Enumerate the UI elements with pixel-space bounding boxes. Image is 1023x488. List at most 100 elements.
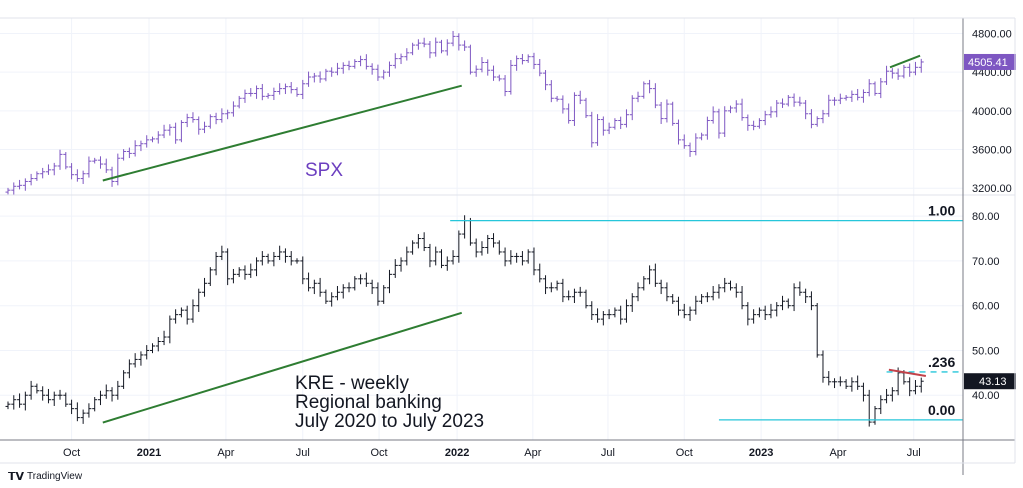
ohlc-bar	[456, 230, 462, 263]
tradingview-watermark[interactable]: 𝗧𝗩 TradingView	[8, 470, 82, 483]
ohlc-bar	[629, 293, 635, 312]
ohlc-bar	[300, 79, 306, 100]
ohlc-bar	[196, 288, 202, 312]
ohlc-bar	[392, 259, 398, 278]
ohlc-bar	[525, 54, 531, 63]
ohlc-bar	[768, 303, 774, 319]
ohlc-bar	[473, 238, 479, 258]
ohlc-bar	[762, 305, 768, 321]
last-price-value: 4505.41	[968, 57, 1008, 69]
ohlc-bar	[69, 399, 75, 415]
ohlc-bar	[34, 171, 40, 181]
ohlc-bar	[889, 68, 895, 79]
ohlc-bar	[872, 405, 878, 425]
ohlc-bar	[739, 98, 745, 121]
ohlc-bar	[207, 267, 213, 286]
ohlc-bar	[664, 99, 670, 123]
ohlc-bar	[722, 277, 728, 293]
ohlc-bar	[583, 289, 589, 309]
ohlc-bar	[623, 109, 629, 128]
ohlc-bar	[173, 309, 179, 324]
ohlc-bar	[213, 112, 219, 125]
ohlc-bar	[80, 409, 86, 424]
ohlc-bar	[17, 393, 23, 408]
ohlc-bar	[652, 83, 658, 109]
ohlc-bar	[363, 272, 369, 287]
ohlc-bar	[751, 309, 757, 324]
ohlc-bar	[404, 48, 410, 61]
ohlc-bar	[34, 383, 40, 394]
ohlc-bar	[803, 288, 809, 304]
ohlc-bar	[410, 240, 416, 255]
ohlc-bar	[323, 289, 329, 304]
ohlc-bar	[704, 292, 710, 303]
ohlc-bar	[178, 307, 184, 318]
ohlc-bar	[184, 305, 190, 325]
ohlc-bar	[571, 92, 577, 126]
ohlc-bar	[901, 65, 907, 79]
ohlc-bar	[519, 53, 525, 65]
ohlc-bar	[514, 252, 520, 263]
ohlc-bar	[618, 116, 624, 130]
ohlc-bar	[242, 265, 248, 280]
ohlc-bar	[161, 124, 167, 139]
ohlc-bar	[277, 245, 283, 261]
ohlc-bar	[300, 256, 306, 285]
ohlc-bar	[525, 249, 531, 264]
ohlc-bar	[774, 100, 780, 118]
ohlc-bar	[623, 299, 629, 323]
ohlc-bar	[780, 295, 786, 311]
ohlc-bar	[282, 83, 288, 95]
ohlc-bar	[433, 37, 439, 57]
ohlc-bar	[155, 131, 161, 144]
ohlc-bar	[167, 124, 173, 136]
ohlc-bar	[837, 93, 843, 105]
ohlc-bar	[109, 387, 115, 402]
ohlc-bar	[768, 106, 774, 118]
ohlc-bar	[872, 81, 878, 96]
ohlc-bar	[103, 384, 109, 399]
ohlc-bar	[681, 303, 687, 319]
ohlc-bar	[265, 93, 271, 99]
ohlc-bar	[519, 251, 525, 266]
ohlc-bar	[670, 294, 676, 304]
ohlc-bar	[69, 163, 75, 180]
ohlc-bar	[386, 61, 392, 77]
ohlc-bar	[259, 251, 265, 266]
last-price-badge	[964, 53, 1016, 70]
ohlc-bar	[618, 305, 624, 325]
ohlc-bar	[225, 248, 231, 286]
time-axis-label: 2022	[445, 447, 469, 459]
ohlc-bar	[202, 277, 208, 297]
ohlc-bar	[814, 116, 820, 127]
ohlc-bar	[121, 149, 127, 161]
ohlc-bar	[369, 63, 375, 75]
ohlc-bar	[467, 217, 473, 246]
ohlc-bar	[693, 295, 699, 315]
fib-level-label: .236	[928, 354, 955, 370]
ohlc-bar	[45, 164, 51, 175]
ohlc-bar	[502, 247, 508, 267]
ohlc-bar	[340, 62, 346, 74]
ohlc-bar	[323, 68, 329, 82]
ohlc-bar	[479, 57, 485, 73]
price-axis-label: 4800.00	[972, 28, 1012, 40]
ohlc-bar	[820, 350, 826, 383]
ohlc-bar	[178, 120, 184, 143]
ohlc-bar	[150, 136, 155, 143]
ohlc-bar	[311, 72, 317, 83]
ohlc-bar	[346, 282, 352, 293]
ohlc-bar	[571, 288, 577, 304]
ohlc-bar	[80, 170, 86, 184]
ohlc-bar	[658, 101, 664, 125]
ohlc-bar	[358, 274, 364, 285]
ohlc-bar	[641, 81, 647, 99]
ohlc-bar	[444, 256, 450, 271]
ohlc-bar	[277, 83, 283, 95]
ohlc-bar	[202, 121, 208, 134]
ohlc-bar	[687, 306, 693, 321]
ohlc-bar	[589, 111, 595, 148]
ohlc-bar	[381, 69, 387, 80]
ohlc-bar	[74, 169, 80, 182]
